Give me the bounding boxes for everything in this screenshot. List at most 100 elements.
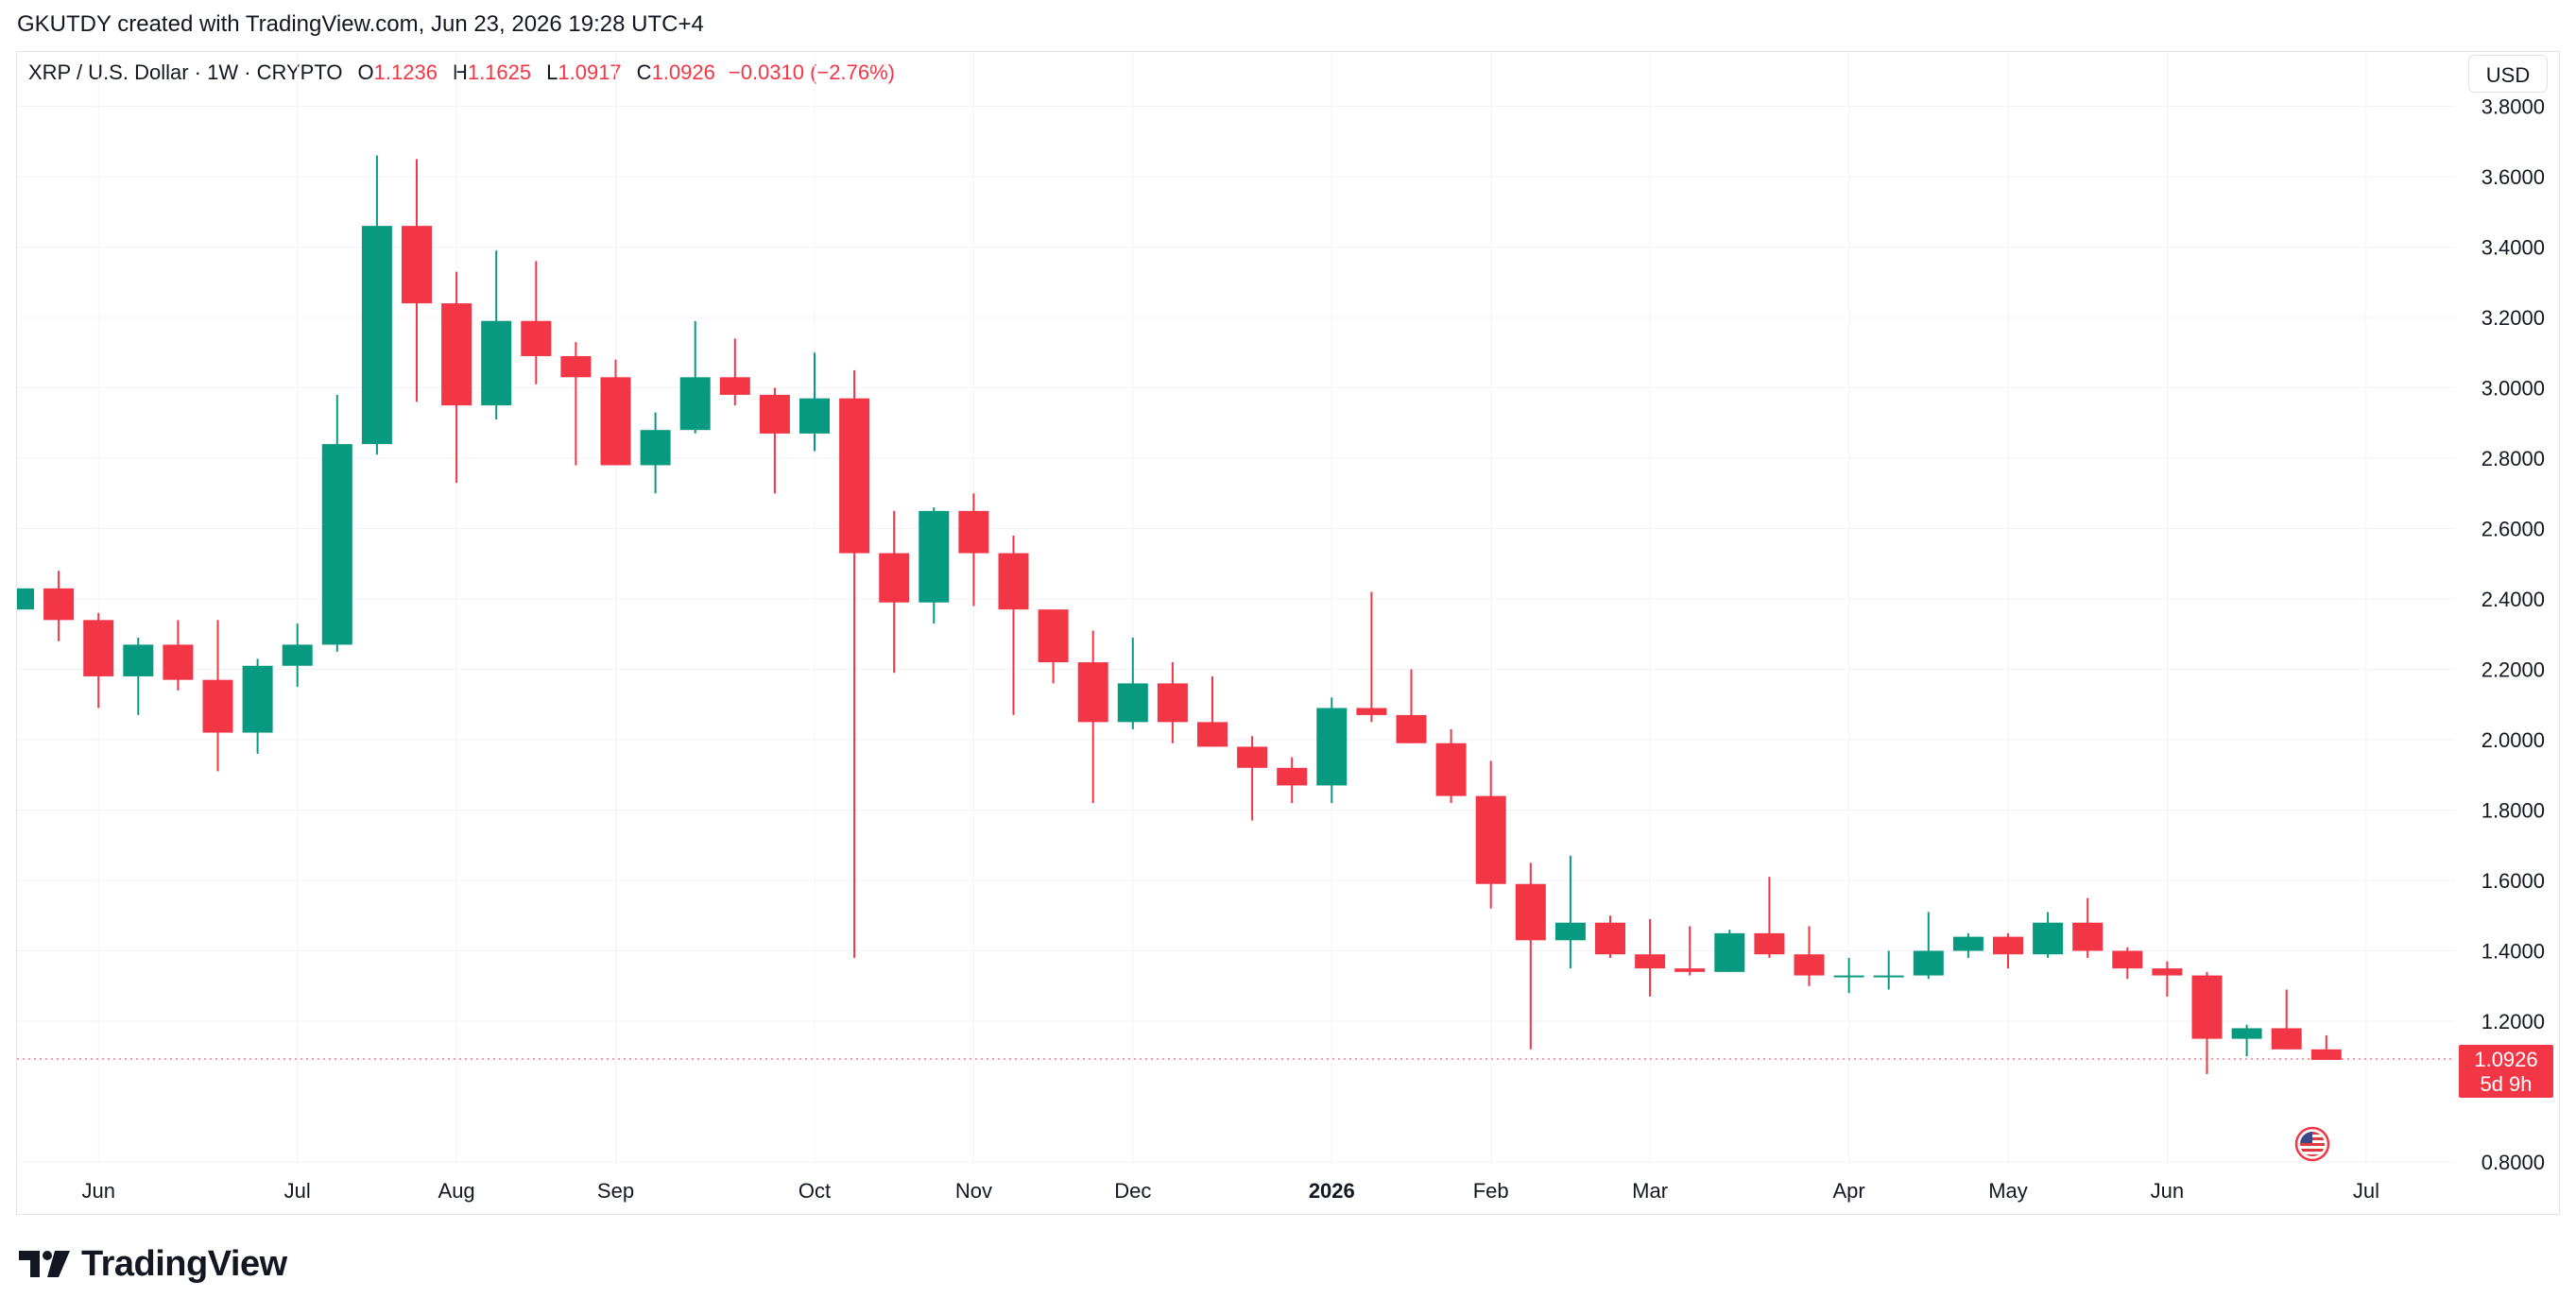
candle-body: [1554, 922, 1586, 941]
y-tick-label: 3.6000: [2482, 165, 2545, 189]
candle: [1595, 915, 1625, 958]
last-price-value: 1.0926: [2474, 1048, 2538, 1071]
y-tick-label: 2.0000: [2482, 728, 2545, 752]
time-axis[interactable]: Jun Jul Aug Sep Oct Nov Dec 2026 Feb Mar Apr May Jun…: [81, 1179, 2379, 1203]
tradingview-brand[interactable]: TradingView: [19, 1243, 287, 1285]
y-tick-label: 1.6000: [2482, 869, 2545, 893]
candle-body: [1993, 936, 2023, 955]
candle-body: [402, 226, 432, 304]
candle: [1356, 591, 1387, 723]
symbol-title[interactable]: XRP / U.S. Dollar · 1W · CRYPTO: [28, 60, 343, 84]
candle: [1237, 736, 1268, 821]
y-tick-label: 2.4000: [2482, 588, 2545, 611]
candle-body: [1515, 883, 1546, 941]
x-tick-label: Jun: [81, 1179, 114, 1203]
candle-body: [719, 377, 750, 395]
candle: [1435, 728, 1467, 804]
close-value: 1.0926: [651, 60, 715, 84]
close-label: C: [636, 60, 652, 84]
candle: [1674, 926, 1706, 976]
candle-body: [481, 320, 512, 406]
x-tick-label: Jul: [284, 1179, 311, 1203]
candle: [719, 338, 750, 406]
candle: [1475, 760, 1506, 909]
candle-body: [879, 553, 910, 603]
candle-body: [242, 665, 273, 733]
brand-name: TradingView: [81, 1243, 287, 1284]
candle: [202, 620, 233, 772]
candle-body: [1237, 746, 1268, 768]
y-tick-label: 3.0000: [2482, 377, 2545, 401]
candle: [1554, 855, 1586, 969]
chart-frame[interactable]: [16, 51, 2560, 1215]
x-tick-label: Sep: [597, 1179, 634, 1203]
candle-body: [998, 553, 1029, 610]
candle-body: [1356, 708, 1387, 715]
currency-button[interactable]: USD: [2468, 55, 2548, 93]
candle: [1277, 757, 1308, 804]
candle-body: [521, 320, 552, 356]
bar-countdown: 5d 9h: [2480, 1072, 2533, 1096]
candle: [1952, 932, 1984, 958]
candle: [1077, 630, 1108, 804]
candle-body: [441, 303, 472, 406]
candle: [481, 250, 512, 420]
candle: [1515, 862, 1546, 1050]
candle: [402, 159, 432, 402]
candle: [2231, 1024, 2262, 1057]
x-tick-label: Mar: [1632, 1179, 1668, 1203]
candle-body: [839, 398, 870, 554]
candle-body: [202, 679, 233, 733]
high-value: 1.1625: [467, 60, 532, 84]
us-flag-icon[interactable]: [2294, 1126, 2330, 1162]
candle: [2072, 897, 2104, 958]
candle-body: [600, 377, 631, 466]
x-tick-label: May: [1988, 1179, 2028, 1203]
candle-body: [2033, 922, 2064, 955]
candle: [2191, 971, 2223, 1074]
candle: [163, 620, 194, 691]
change-value: −0.0310 (−2.76%): [728, 60, 895, 84]
candle: [1993, 932, 2023, 969]
candle-body: [958, 510, 989, 554]
y-tick-label: 2.6000: [2482, 518, 2545, 541]
candle-body: [2310, 1049, 2342, 1060]
candle-body: [1952, 936, 1984, 951]
candle-body: [1913, 950, 1944, 976]
candle: [560, 342, 592, 466]
candle-body: [2271, 1028, 2302, 1050]
candle-body: [679, 377, 711, 431]
x-tick-label: Dec: [1114, 1179, 1151, 1203]
candle-body: [2191, 975, 2223, 1039]
candle: [1117, 637, 1148, 729]
candle: [2271, 989, 2302, 1050]
candle: [640, 412, 671, 494]
candle-body: [1157, 683, 1188, 723]
candle-body: [2152, 968, 2183, 976]
candle-body: [799, 398, 830, 434]
price-axis[interactable]: 0.8000 1.2000 1.4000 1.6000 1.8000 2.0000 2.20…: [2482, 95, 2545, 1175]
candle-body: [1038, 609, 1069, 663]
y-tick-label: 2.2000: [2482, 658, 2545, 682]
open-label: O: [357, 60, 374, 84]
candle: [958, 493, 989, 606]
candle: [1197, 675, 1228, 747]
y-tick-label: 0.8000: [2482, 1151, 2545, 1174]
candle-body: [282, 644, 313, 666]
x-tick-label: Nov: [955, 1179, 992, 1203]
y-tick-label: 1.4000: [2482, 940, 2545, 964]
candles: [17, 155, 2342, 1074]
y-tick-label: 3.2000: [2482, 306, 2545, 330]
candle: [17, 588, 34, 610]
x-tick-label: Jul: [2353, 1179, 2379, 1203]
last-price-tag: 1.0926 5d 9h: [2459, 1045, 2553, 1098]
y-tick-label: 1.2000: [2482, 1010, 2545, 1033]
chart-credit: GKUTDY created with TradingView.com, Jun…: [17, 11, 704, 37]
low-value: 1.0917: [558, 60, 622, 84]
candle: [839, 369, 870, 958]
candle-body: [123, 644, 154, 676]
tradingview-logo-icon: [19, 1251, 70, 1277]
grid-lines: [17, 53, 2455, 1164]
candle-body: [759, 394, 790, 434]
